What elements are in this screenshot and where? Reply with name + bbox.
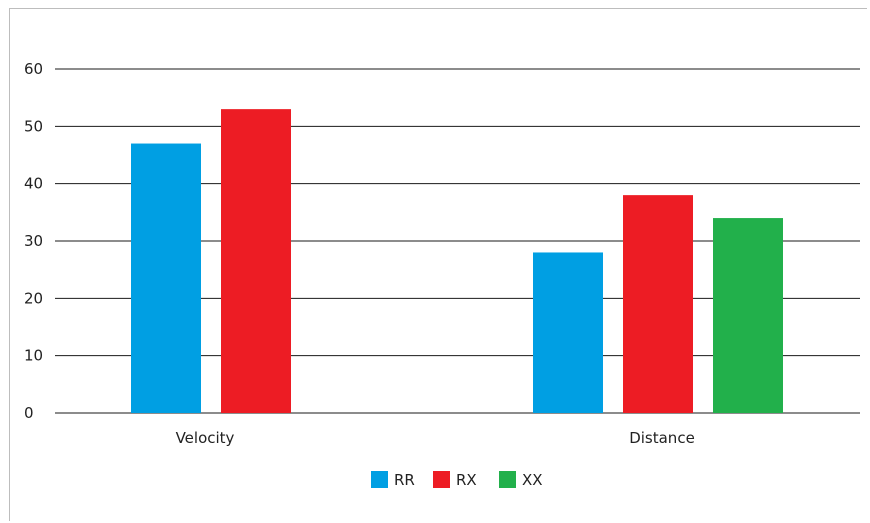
y-tick-label-20: 20 <box>24 289 43 307</box>
y-tick-label-60: 60 <box>24 60 43 78</box>
legend-label-rx: RX <box>456 471 477 489</box>
legend: RR RX XX <box>371 471 543 489</box>
y-tick-label-10: 10 <box>24 347 43 365</box>
y-tick-label-40: 40 <box>24 175 43 193</box>
category-label-distance: Distance <box>629 429 695 447</box>
legend-label-rr: RR <box>394 471 415 489</box>
legend-swatch-xx <box>499 471 516 488</box>
y-tick-label-30: 30 <box>24 232 43 250</box>
bar-distance-rx <box>623 195 693 413</box>
legend-swatch-rx <box>433 471 450 488</box>
y-tick-label-0: 0 <box>24 404 34 422</box>
bar-velocity-rr <box>131 144 201 413</box>
bars <box>131 109 783 413</box>
y-axis-ticks: 0 10 20 30 40 50 60 <box>24 60 43 422</box>
y-tick-label-50: 50 <box>24 117 43 135</box>
bar-distance-rr <box>533 252 603 413</box>
x-axis-categories: Velocity Distance <box>176 429 695 447</box>
bar-velocity-rx <box>221 109 291 413</box>
bar-distance-xx <box>713 218 783 413</box>
category-label-velocity: Velocity <box>176 429 235 447</box>
legend-label-xx: XX <box>522 471 543 489</box>
legend-swatch-rr <box>371 471 388 488</box>
